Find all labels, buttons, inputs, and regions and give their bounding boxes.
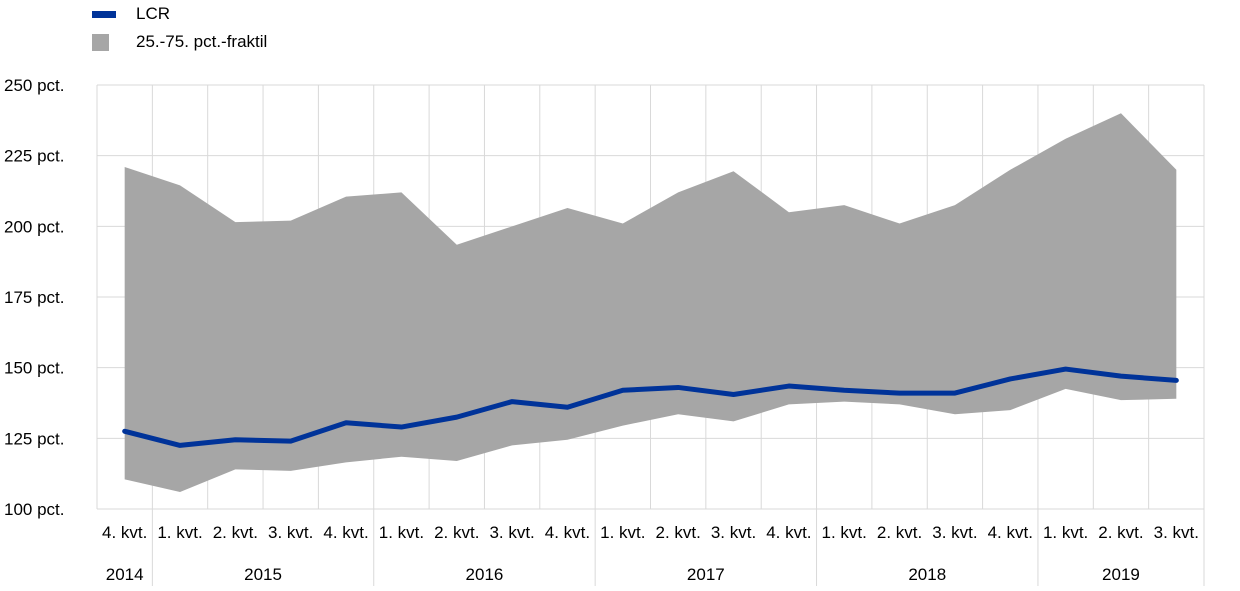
x-tick-label: 4. kvt. xyxy=(766,523,811,542)
x-tick-label: 2. kvt. xyxy=(1098,523,1143,542)
x-tick-label: 1. kvt. xyxy=(822,523,867,542)
lcr-legend-swatch xyxy=(92,10,116,18)
year-label: 2018 xyxy=(908,565,946,584)
x-tick-label: 4. kvt. xyxy=(323,523,368,542)
x-tick-label: 4. kvt. xyxy=(545,523,590,542)
lcr-legend-label: LCR xyxy=(136,4,171,23)
y-tick-label: 150 pct. xyxy=(4,359,65,378)
x-tick-label: 4. kvt. xyxy=(988,523,1033,542)
x-tick-label: 2. kvt. xyxy=(213,523,258,542)
y-tick-label: 175 pct. xyxy=(4,288,65,307)
x-tick-label: 3. kvt. xyxy=(711,523,756,542)
legend-item-lcr: LCR xyxy=(92,0,267,28)
x-tick-label: 1. kvt. xyxy=(379,523,424,542)
lcr-line xyxy=(122,366,1179,448)
y-tick-label: 225 pct. xyxy=(4,147,65,166)
y-tick-label: 100 pct. xyxy=(4,500,65,519)
year-label: 2016 xyxy=(466,565,504,584)
x-tick-label: 3. kvt. xyxy=(268,523,313,542)
y-tick-label: 125 pct. xyxy=(4,429,65,448)
band-legend-swatch xyxy=(92,33,109,51)
x-tick-label: 3. kvt. xyxy=(1154,523,1199,542)
legend-item-band: 25.-75. pct.-fraktil xyxy=(92,28,267,56)
x-tick-label: 1. kvt. xyxy=(157,523,202,542)
legend: LCR 25.-75. pct.-fraktil xyxy=(92,0,267,56)
x-tick-label: 4. kvt. xyxy=(102,523,147,542)
x-tick-label: 1. kvt. xyxy=(1043,523,1088,542)
x-tick-label: 1. kvt. xyxy=(600,523,645,542)
year-label: 2014 xyxy=(106,565,144,584)
x-tick-label: 2. kvt. xyxy=(877,523,922,542)
year-label: 2017 xyxy=(687,565,725,584)
x-tick-label: 3. kvt. xyxy=(489,523,534,542)
year-label: 2015 xyxy=(244,565,282,584)
band-area xyxy=(124,113,1177,493)
y-tick-label: 250 pct. xyxy=(4,76,65,95)
band-legend-label: 25.-75. pct.-fraktil xyxy=(136,32,268,51)
x-tick-label: 2. kvt. xyxy=(434,523,479,542)
year-label: 2019 xyxy=(1102,565,1140,584)
y-tick-label: 200 pct. xyxy=(4,217,65,236)
x-tick-label: 2. kvt. xyxy=(655,523,700,542)
x-tick-label: 3. kvt. xyxy=(932,523,977,542)
